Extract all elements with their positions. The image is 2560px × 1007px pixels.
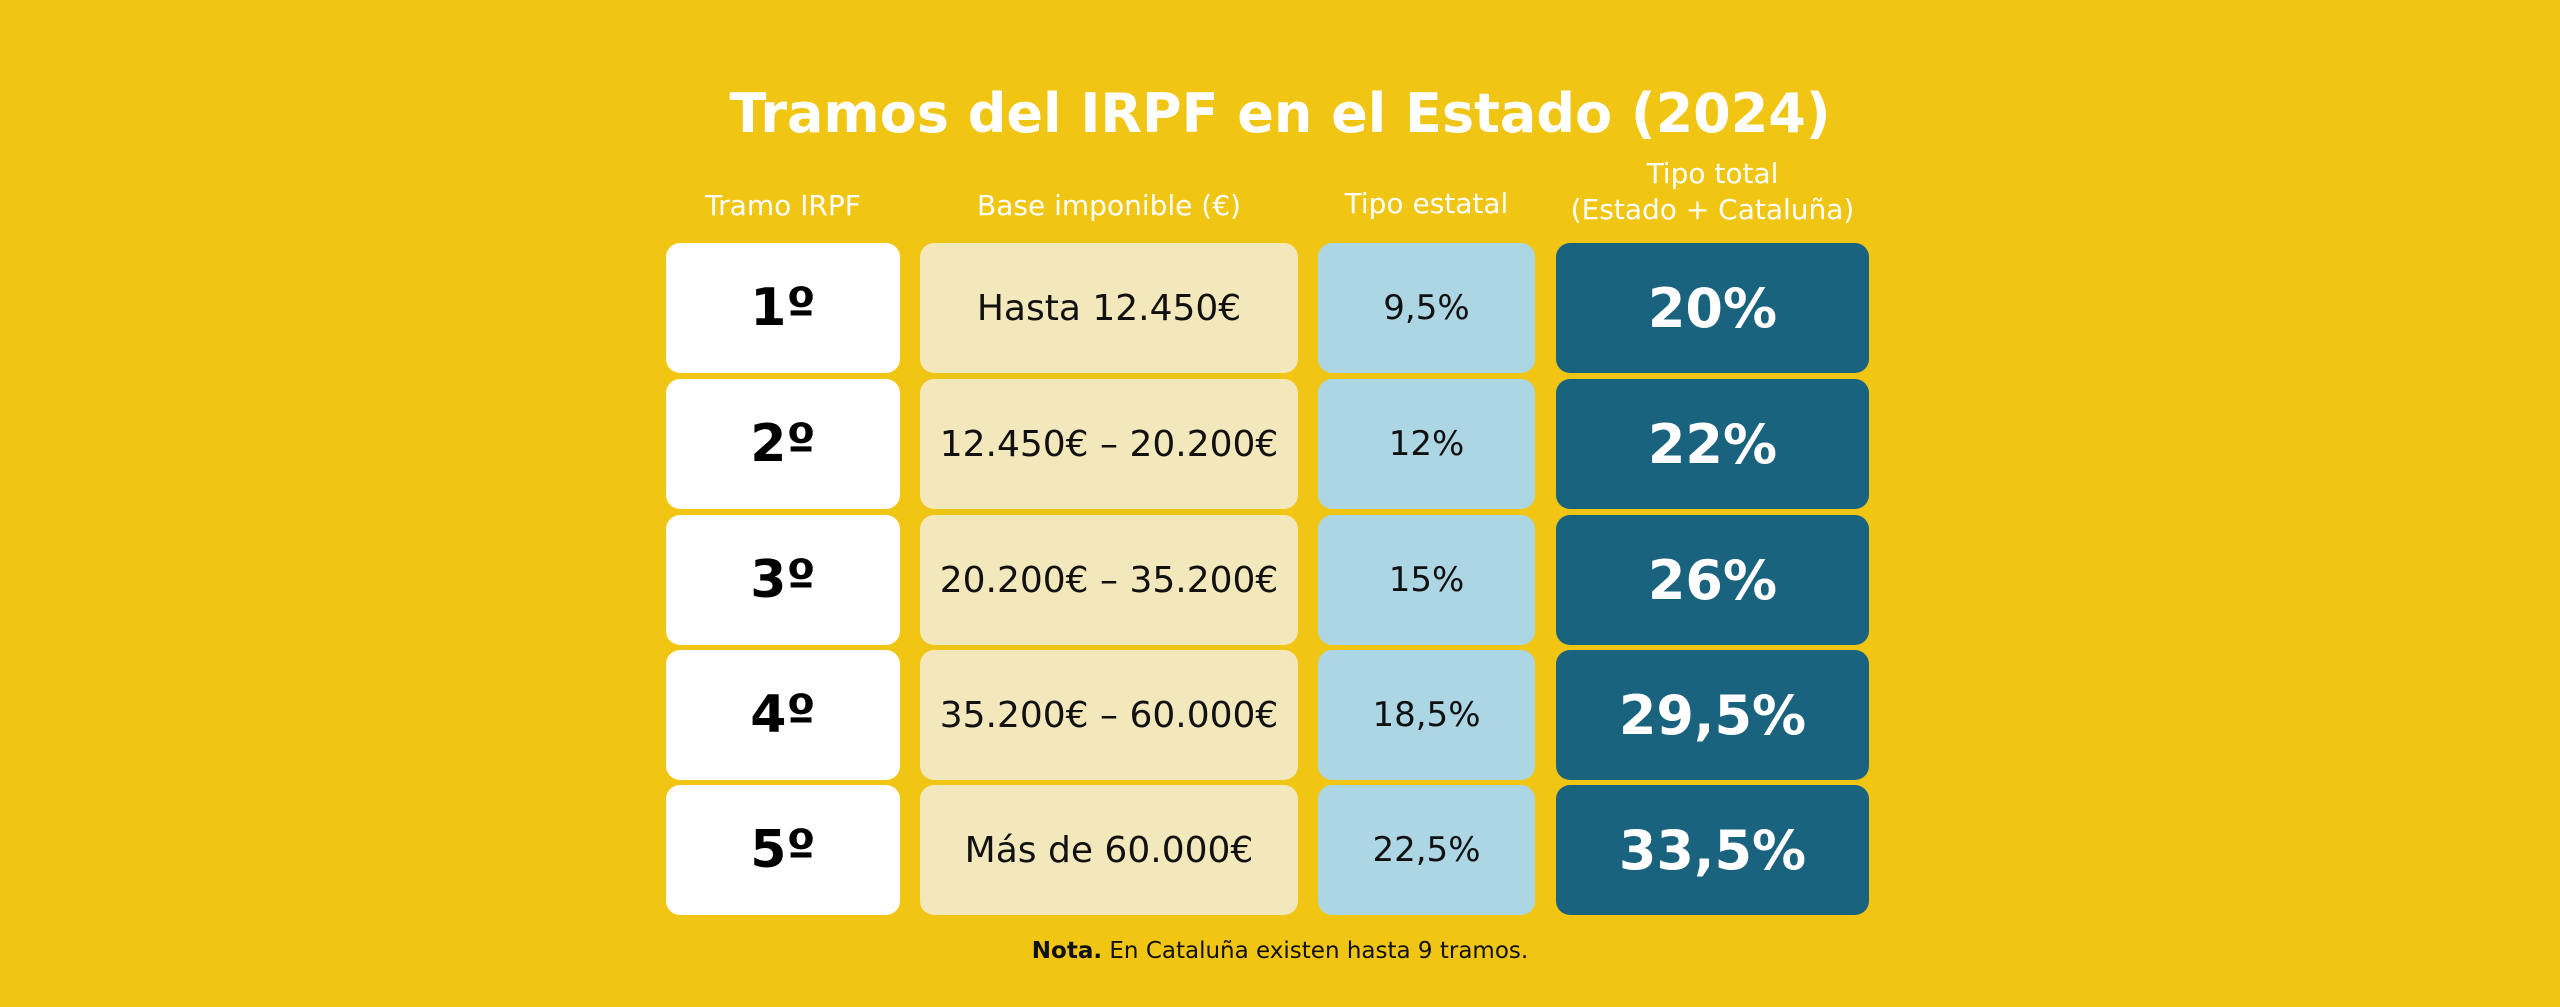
footnote-text: En Cataluña existen hasta 9 tramos.: [1102, 938, 1529, 964]
cell-estatal: 18,5%: [1318, 650, 1535, 780]
header-total-line1: Tipo total: [1646, 157, 1779, 190]
cell-base: Más de 60.000€: [920, 785, 1298, 915]
header-tramo: Tramo IRPF: [705, 189, 861, 222]
cell-base: 35.200€ – 60.000€: [920, 650, 1298, 780]
cell-estatal: 22,5%: [1318, 785, 1535, 915]
footnote-label: Nota.: [1031, 938, 1103, 964]
header-estatal: Tipo estatal: [1344, 187, 1509, 220]
cell-total: 29,5%: [1556, 650, 1869, 780]
cell-total: 22%: [1556, 379, 1869, 509]
cell-tramo: 3º: [666, 515, 900, 645]
cell-tramo: 5º: [666, 785, 900, 915]
cell-estatal: 12%: [1318, 379, 1535, 509]
page-title: Tramos del IRPF en el Estado (2024): [729, 82, 1831, 145]
cell-total: 26%: [1556, 515, 1869, 645]
cell-base: 20.200€ – 35.200€: [920, 515, 1298, 645]
cell-tramo: 4º: [666, 650, 900, 780]
cell-tramo: 1º: [666, 243, 900, 373]
cell-base: 12.450€ – 20.200€: [920, 379, 1298, 509]
footnote: Nota. En Cataluña existen hasta 9 tramos…: [0, 938, 2560, 964]
cell-estatal: 9,5%: [1318, 243, 1535, 373]
header-base: Base imponible (€): [977, 189, 1241, 222]
cell-tramo: 2º: [666, 379, 900, 509]
cell-base: Hasta 12.450€: [920, 243, 1298, 373]
header-total-line2: (Estado + Cataluña): [1570, 193, 1855, 226]
cell-total: 20%: [1556, 243, 1869, 373]
cell-total: 33,5%: [1556, 785, 1869, 915]
cell-estatal: 15%: [1318, 515, 1535, 645]
